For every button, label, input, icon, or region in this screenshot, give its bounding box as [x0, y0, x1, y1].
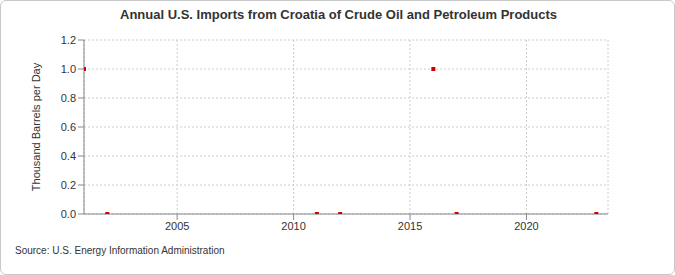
html-text:Source: U.S. Energy Informatio: Source: U.S. Energy Information Administ… [15, 245, 225, 256]
svg-text:2015: 2015 [398, 220, 422, 232]
svg-text:2005: 2005 [165, 220, 189, 232]
svg-text:2010: 2010 [281, 220, 305, 232]
svg-text:0.6: 0.6 [61, 121, 76, 133]
svg-text:1.2: 1.2 [61, 34, 76, 46]
svg-text:1.0: 1.0 [61, 63, 76, 75]
svg-text:0.8: 0.8 [61, 92, 76, 104]
svg-text:2020: 2020 [514, 220, 538, 232]
svg-text:0.2: 0.2 [61, 179, 76, 191]
svg-text:Thousand Barrels per Day: Thousand Barrels per Day [30, 62, 42, 191]
html-text:Annual U.S. Imports from Croat: Annual U.S. Imports from Croatia of Crud… [120, 7, 557, 22]
svg-text:0.4: 0.4 [61, 150, 76, 162]
svg-text:0.0: 0.0 [61, 208, 76, 220]
